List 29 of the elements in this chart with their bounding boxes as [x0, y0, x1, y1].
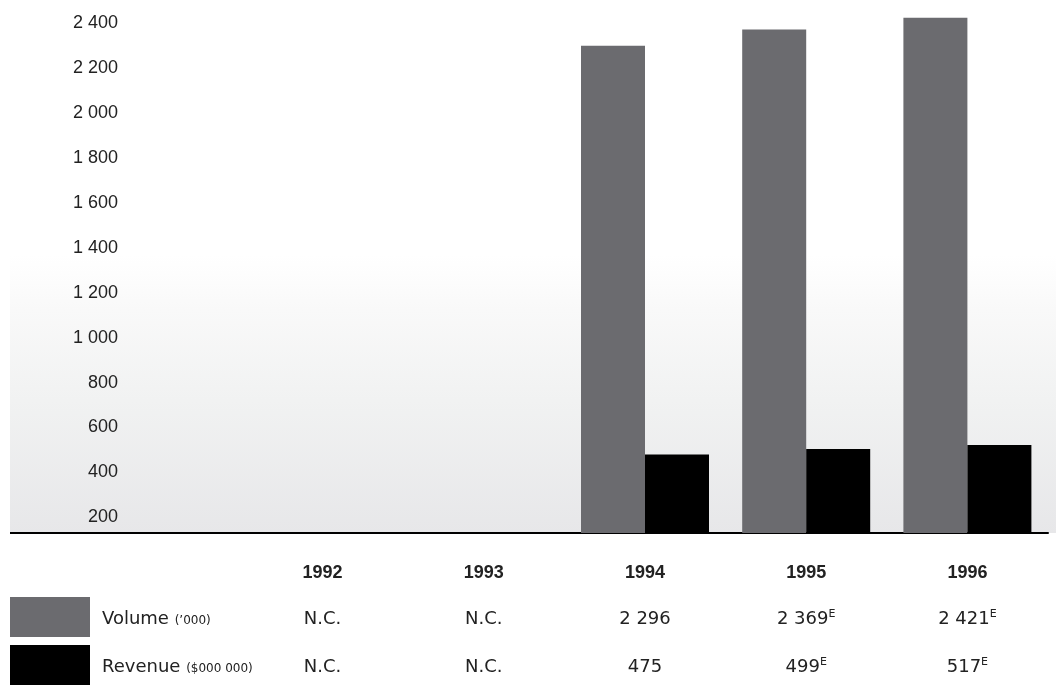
data-label: 2 369$^{E}$	[776, 607, 836, 628]
y-tick-label: 1 600	[72, 191, 118, 212]
legend-label: Volume (’000)	[102, 607, 211, 628]
y-tick-label: 2 200	[72, 57, 118, 78]
data-label: 2 296	[619, 607, 671, 628]
legend-label: Revenue ($000 000)	[102, 655, 253, 676]
y-tick-label: 2 400	[72, 12, 118, 33]
x-tick-label: 1993	[463, 562, 504, 582]
text: N.C.	[465, 655, 503, 676]
data-label: 517$^{E}$	[946, 655, 989, 676]
y-tick-label: 1 400	[72, 236, 118, 257]
y-tick-label: 400	[87, 461, 118, 482]
x-tick-label: 1994	[624, 562, 666, 582]
text: N.C.	[465, 607, 503, 628]
data-label: 2 421$^{E}$	[938, 607, 997, 628]
text: N.C.	[303, 607, 342, 628]
y-tick-label: 800	[87, 371, 118, 392]
x-tick-label: 1996	[947, 562, 988, 582]
data-label: 499$^{E}$	[785, 655, 827, 676]
y-tick-label: 1 800	[72, 147, 118, 168]
x-tick-label: 1992	[302, 562, 343, 582]
y-tick-label: 1 200	[72, 281, 118, 302]
text: N.C.	[303, 655, 342, 676]
y-tick-label: 200	[87, 506, 118, 527]
y-tick-label: 1 000	[72, 326, 118, 347]
y-tick-label: 2 000	[72, 102, 118, 123]
y-tick-label: 600	[87, 416, 118, 437]
x-tick-label: 1995	[786, 562, 827, 582]
data-label: 475	[627, 655, 663, 676]
